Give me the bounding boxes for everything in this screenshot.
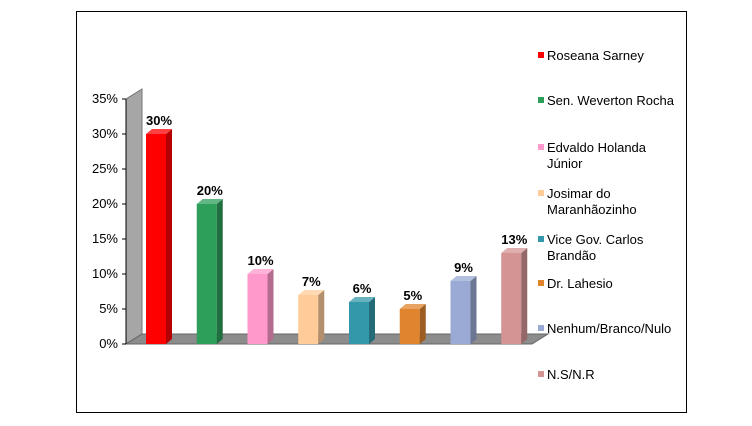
bar-3 bbox=[247, 269, 274, 344]
y-tick-label: 0% bbox=[99, 336, 118, 351]
chart-frame: 0% 5% 10% 15% 20% 25% 30% 35% 30% 20% 10% 7% 6% 5% 9%… bbox=[76, 11, 687, 413]
bar-front bbox=[450, 281, 471, 344]
bar-side bbox=[521, 248, 528, 344]
data-label: 10% bbox=[247, 253, 273, 268]
data-label: 20% bbox=[197, 183, 223, 198]
bar-front bbox=[501, 253, 522, 344]
legend-label: Edvaldo Holanda bbox=[547, 140, 647, 155]
legend-swatch bbox=[538, 190, 544, 196]
bar-top bbox=[501, 248, 528, 253]
legend-label: Sen. Weverton Rocha bbox=[547, 93, 675, 108]
bar-side bbox=[216, 199, 223, 344]
legend-swatch bbox=[538, 144, 544, 150]
legend-label: N.S/N.R bbox=[547, 367, 595, 382]
bar-8 bbox=[501, 248, 528, 344]
data-label: 13% bbox=[501, 232, 527, 247]
y-tick-label: 5% bbox=[99, 301, 118, 316]
legend-swatch bbox=[538, 52, 544, 58]
bar-top bbox=[399, 304, 426, 309]
bar-front bbox=[247, 274, 268, 344]
data-label: 30% bbox=[146, 113, 172, 128]
bar-top bbox=[247, 269, 274, 274]
bar-front bbox=[196, 204, 217, 344]
legend-item: Dr. Lahesio bbox=[538, 276, 613, 291]
y-tick-label: 25% bbox=[92, 161, 118, 176]
legend-swatch bbox=[538, 97, 544, 103]
bar-5 bbox=[349, 297, 375, 344]
legend-label: Brandão bbox=[547, 248, 596, 263]
bar-4 bbox=[298, 290, 325, 344]
legend-item: Sen. Weverton Rocha bbox=[538, 93, 675, 108]
legend-swatch bbox=[538, 371, 544, 377]
bar-top bbox=[196, 199, 223, 204]
bar-front bbox=[349, 302, 369, 344]
y-tick-label: 10% bbox=[92, 266, 118, 281]
y-tick-label: 20% bbox=[92, 196, 118, 211]
bar-top bbox=[298, 290, 325, 295]
legend-swatch bbox=[538, 236, 544, 242]
legend-label: Nenhum/Branco/Nulo bbox=[547, 321, 671, 336]
legend-label: Roseana Sarney bbox=[547, 48, 644, 63]
y-tick-label: 15% bbox=[92, 231, 118, 246]
bar-front bbox=[399, 309, 420, 344]
legend-swatch bbox=[538, 325, 544, 331]
legend-swatch bbox=[538, 280, 544, 286]
bar-top bbox=[349, 297, 375, 302]
bar-front bbox=[146, 134, 166, 344]
bar-side bbox=[267, 269, 274, 344]
bar-top bbox=[450, 276, 477, 281]
bar-side bbox=[166, 129, 172, 344]
data-label: 9% bbox=[454, 260, 473, 275]
bar-front bbox=[298, 295, 319, 344]
data-label: 6% bbox=[353, 281, 372, 296]
legend-label: Dr. Lahesio bbox=[547, 276, 613, 291]
legend-label: Júnior bbox=[547, 156, 583, 171]
data-label: 5% bbox=[403, 288, 422, 303]
bar-7 bbox=[450, 276, 477, 344]
bar-side bbox=[369, 297, 375, 344]
bar-6 bbox=[399, 304, 426, 344]
bar-side bbox=[419, 304, 426, 344]
bar-2 bbox=[196, 199, 223, 344]
legend-item: Roseana Sarney bbox=[538, 48, 644, 63]
legend-label: Maranhãozinho bbox=[547, 202, 637, 217]
chart-floor bbox=[124, 333, 550, 345]
legend-label: Josimar do bbox=[547, 186, 611, 201]
bar-side bbox=[318, 290, 325, 344]
bar-1 bbox=[146, 129, 172, 344]
bar-side bbox=[470, 276, 477, 344]
legend-item: N.S/N.R bbox=[538, 367, 595, 382]
bar-chart: 0% 5% 10% 15% 20% 25% 30% 35% 30% 20% 10% 7% 6% 5% 9%… bbox=[92, 48, 675, 382]
y-tick-label: 35% bbox=[92, 91, 118, 106]
legend-label: Vice Gov. Carlos bbox=[547, 232, 644, 247]
data-label: 7% bbox=[302, 274, 321, 289]
legend-item: Nenhum/Branco/Nulo bbox=[538, 321, 671, 336]
bar-top bbox=[146, 129, 172, 134]
y-tick-label: 30% bbox=[92, 126, 118, 141]
chart-side-wall bbox=[125, 88, 143, 345]
